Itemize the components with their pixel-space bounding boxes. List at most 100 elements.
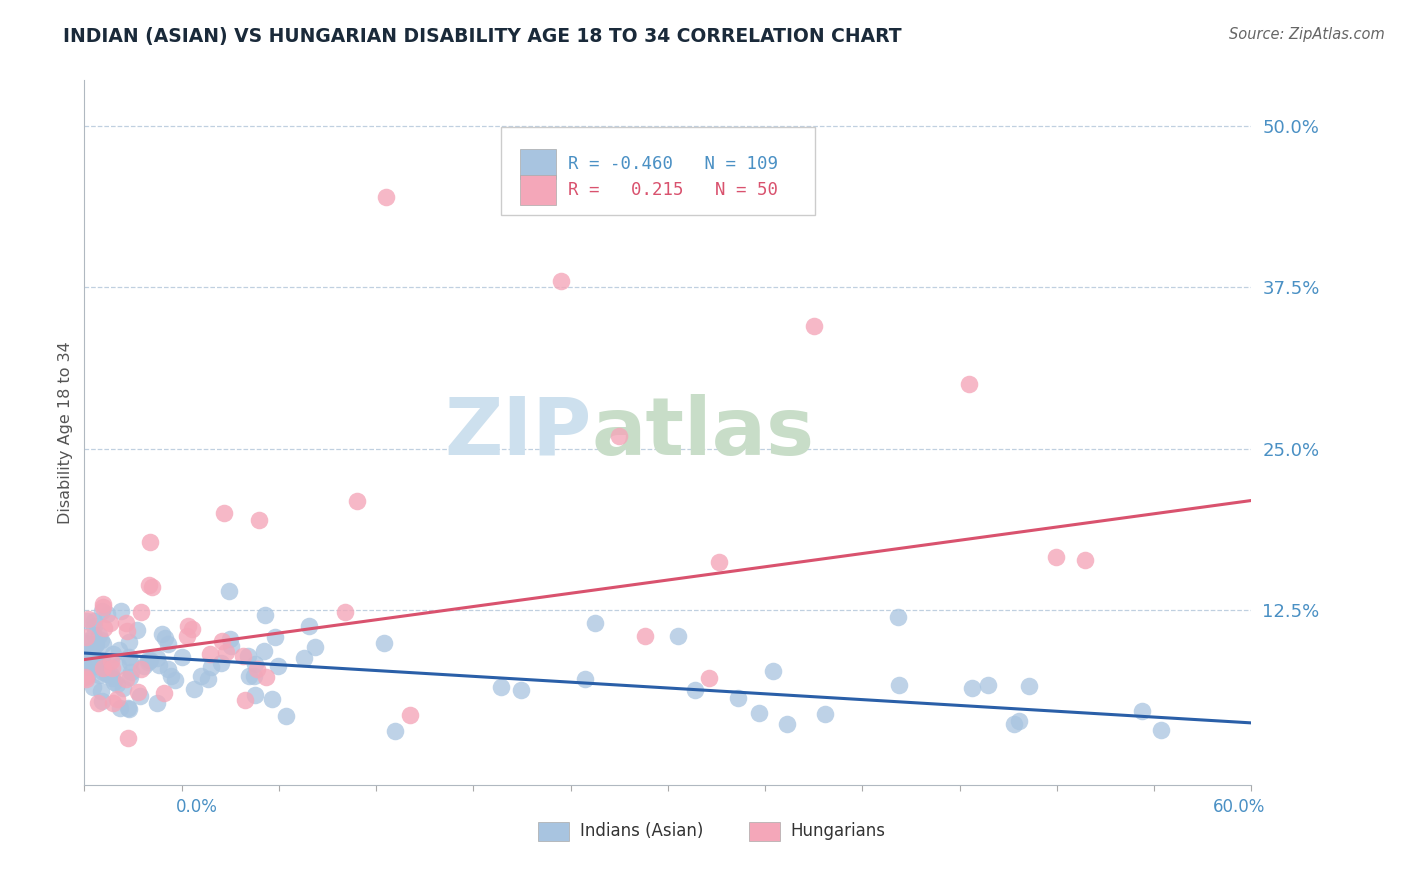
Point (373, 636, 395, 650)
Point (150, 626, 173, 640)
Point (246, 662, 269, 676)
Point (120, 655, 142, 669)
Point (91, 603, 114, 617)
Point (91, 599, 114, 614)
Point (957, 377, 980, 392)
Point (243, 657, 266, 672)
Point (77, 645, 100, 659)
Point (962, 681, 984, 696)
Point (260, 692, 283, 706)
Point (374, 189, 396, 203)
Point (146, 650, 169, 665)
Point (76, 660, 98, 674)
Point (105, 692, 128, 706)
Point (87, 697, 110, 711)
Point (197, 672, 219, 686)
Point (574, 672, 596, 686)
Point (1002, 717, 1025, 731)
Point (243, 669, 266, 683)
Point (1130, 704, 1153, 718)
Point (727, 691, 749, 706)
Point (103, 696, 125, 710)
Point (75, 630, 97, 644)
Point (80, 645, 103, 659)
Point (550, 274, 572, 288)
Point (73, 671, 96, 685)
Point (198, 648, 221, 662)
Point (141, 580, 163, 594)
Point (117, 701, 139, 715)
Point (79, 644, 101, 658)
Point (84, 653, 107, 667)
Point (75, 672, 97, 686)
Point (253, 644, 276, 658)
Point (399, 708, 422, 723)
Point (304, 640, 326, 654)
Point (1008, 714, 1031, 729)
Text: R =   0.215   N = 50: R = 0.215 N = 50 (568, 181, 778, 199)
Point (118, 635, 141, 649)
Point (666, 629, 689, 643)
Point (214, 507, 236, 521)
Point (134, 659, 156, 673)
Point (181, 622, 204, 636)
Point (129, 662, 152, 676)
Point (138, 578, 160, 592)
Point (209, 656, 232, 670)
Point (117, 731, 139, 745)
Point (90, 694, 112, 708)
Point (129, 689, 152, 703)
Point (76, 614, 98, 628)
Point (75, 636, 97, 650)
Point (238, 669, 260, 683)
Point (977, 678, 1000, 692)
Point (183, 681, 205, 696)
Point (267, 659, 290, 673)
Point (117, 624, 139, 639)
Point (90, 633, 112, 648)
Point (177, 619, 200, 633)
Point (76, 669, 98, 683)
Point (84, 637, 107, 651)
Text: Source: ZipAtlas.com: Source: ZipAtlas.com (1229, 27, 1385, 42)
Point (176, 629, 198, 643)
Point (100, 667, 122, 681)
Point (96, 607, 118, 621)
Point (172, 649, 194, 664)
Point (160, 668, 183, 682)
Point (114, 672, 136, 686)
Point (91, 636, 114, 650)
Point (83, 628, 105, 642)
Point (82, 680, 104, 694)
Point (232, 649, 254, 664)
Point (165, 673, 187, 687)
Point (200, 660, 222, 674)
Text: atlas: atlas (592, 393, 815, 472)
Point (148, 658, 170, 673)
Point (218, 632, 240, 647)
Point (211, 634, 233, 648)
Point (292, 651, 315, 665)
Point (491, 680, 513, 694)
Point (120, 665, 142, 679)
Point (346, 493, 368, 508)
Point (146, 696, 169, 710)
Point (253, 607, 276, 622)
Point (1045, 550, 1067, 565)
Point (91, 597, 114, 611)
Point (243, 688, 266, 702)
Point (89, 668, 111, 682)
Point (1150, 723, 1173, 737)
Point (762, 665, 785, 679)
Point (263, 630, 285, 644)
Point (235, 693, 257, 707)
Point (83, 614, 105, 628)
Point (93, 665, 115, 680)
Point (814, 707, 837, 722)
Point (707, 555, 730, 569)
Text: ZIP: ZIP (444, 393, 592, 472)
Point (138, 535, 160, 549)
Point (101, 647, 124, 661)
Point (75, 657, 97, 672)
Point (153, 631, 176, 645)
